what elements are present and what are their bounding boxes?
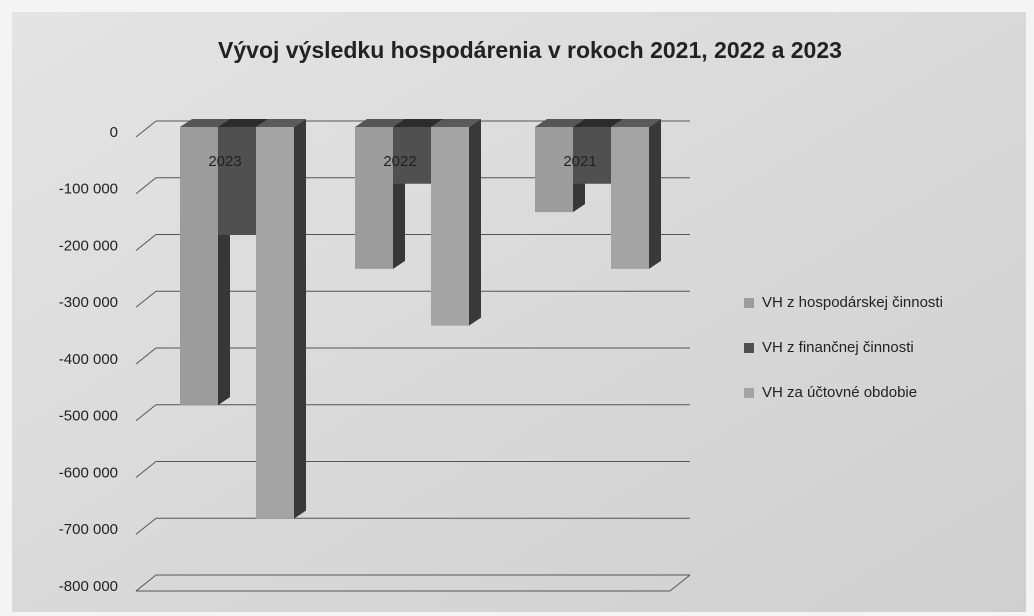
bar-top	[573, 119, 623, 127]
bar-top	[535, 119, 585, 127]
grid-wall	[135, 461, 157, 478]
bar-top	[355, 119, 405, 127]
bar-side	[294, 119, 306, 519]
bar	[535, 127, 573, 213]
legend-swatch	[744, 298, 754, 308]
grid-wall	[135, 234, 157, 251]
legend-label: VH z hospodárskej činnosti	[762, 294, 943, 311]
grid-wall	[135, 347, 157, 365]
bar	[355, 127, 393, 269]
y-tick-label: -500 000	[59, 408, 118, 425]
bar-top	[256, 119, 306, 127]
bar	[431, 127, 469, 326]
y-tick-label: -600 000	[59, 464, 118, 481]
y-tick-label: -400 000	[59, 351, 118, 368]
grid-wall	[135, 574, 157, 592]
bar	[573, 127, 611, 184]
y-tick-label: -700 000	[59, 521, 118, 538]
y-tick-label: -100 000	[59, 181, 118, 198]
bar-top	[218, 119, 268, 127]
category-label: 2021	[563, 153, 596, 170]
floor-side	[669, 574, 691, 592]
grid-wall	[135, 517, 157, 535]
bar	[180, 127, 218, 406]
legend-label: VH za účtovné obdobie	[762, 384, 917, 401]
grid-wall	[135, 177, 157, 195]
y-tick-label: -200 000	[59, 237, 118, 254]
bar	[611, 127, 649, 269]
grid-wall	[135, 120, 157, 138]
bar-top	[393, 119, 443, 127]
y-tick-label: -800 000	[59, 578, 118, 595]
bar-top	[431, 119, 481, 127]
y-tick-label: -300 000	[59, 294, 118, 311]
grid-wall	[135, 290, 157, 308]
bar	[256, 127, 294, 519]
y-tick-label: 0	[110, 124, 118, 141]
category-label: 2023	[208, 153, 241, 170]
chart-title: Vývoj výsledku hospodárenia v rokoch 202…	[218, 37, 842, 63]
chart-area	[12, 12, 1026, 612]
legend-swatch	[744, 388, 754, 398]
bar-top	[611, 119, 661, 127]
bar	[393, 127, 431, 184]
bar-top	[180, 119, 230, 127]
bar-side	[469, 119, 481, 326]
bar	[218, 127, 256, 235]
legend-label: VH z finančnej činnosti	[762, 339, 914, 356]
grid-wall	[135, 404, 157, 422]
legend-swatch	[744, 343, 754, 353]
category-label: 2022	[383, 153, 416, 170]
bar-side	[649, 119, 661, 269]
